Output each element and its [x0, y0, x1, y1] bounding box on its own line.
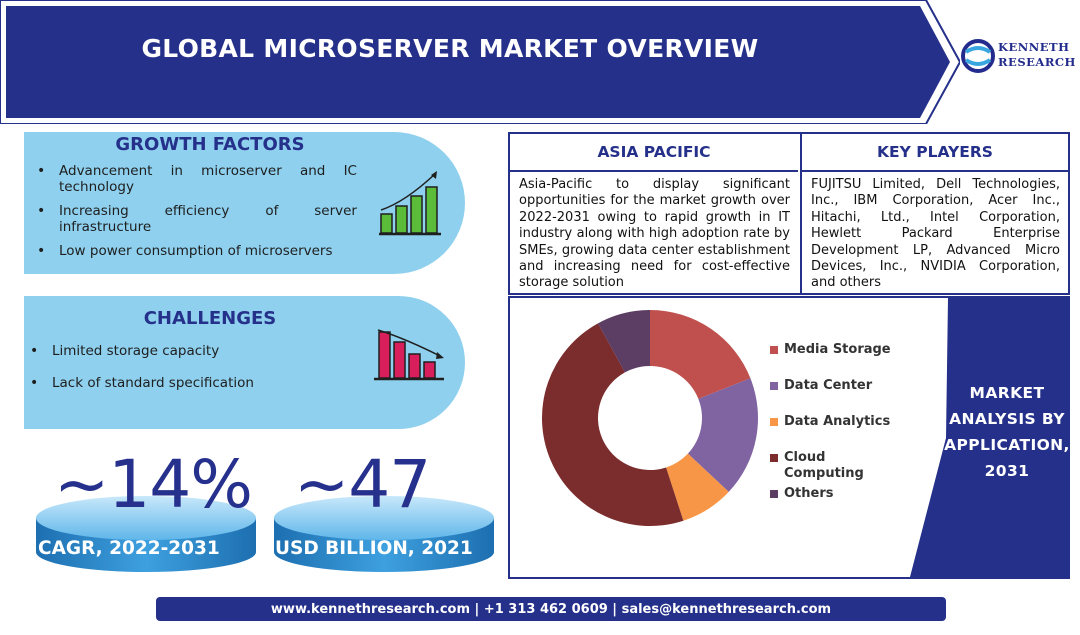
cagr-stat: ~14% CAGR, 2022-2031	[34, 446, 258, 578]
asia-pacific-text: Asia-Pacific to display significant oppo…	[519, 177, 790, 291]
legend-swatch	[770, 346, 778, 354]
key-players-heading: KEY PLAYERS	[802, 134, 1068, 172]
market-size-stat: ~47 USD BILLION, 2021	[272, 446, 496, 578]
page-title: GLOBAL MICROSERVER MARKET OVERVIEW	[141, 34, 759, 63]
donut-slice-cloud-computing	[542, 323, 684, 526]
legend-label: Others	[784, 486, 834, 501]
growth-factors-heading: GROWTH FACTORS	[115, 134, 305, 155]
legend-swatch	[770, 490, 778, 498]
donut-slice-data-center	[687, 378, 758, 492]
regional-info-table: ASIA PACIFIC Asia-Pacific to display sig…	[508, 132, 1070, 295]
legend-item-cloud-computing: Cloud Computing	[770, 450, 864, 482]
key-players-column: KEY PLAYERS FUJITSU Limited, Dell Techno…	[800, 134, 1068, 293]
logo-line-2: RESEARCH	[998, 55, 1076, 69]
growth-factors-panel: GROWTH FACTORS Advancement in microserve…	[24, 132, 465, 274]
challenges-list: Limited storage capacity Lack of standar…	[30, 343, 330, 407]
market-size-caption: USD BILLION, 2021	[275, 538, 473, 559]
legend-item-media-storage: Media Storage	[770, 342, 920, 358]
market-size-value: ~47	[294, 446, 431, 523]
donut-slice-data-analytics	[666, 453, 729, 521]
key-players-text: FUJITSU Limited, Dell Technologies, Inc.…	[811, 177, 1060, 291]
legend-label: Cloud Computing	[784, 450, 864, 481]
chart-legend: Media Storage Data Center Data Analytics…	[770, 342, 920, 502]
logo-mark-icon	[961, 39, 995, 73]
list-item: Lack of standard specification	[30, 375, 330, 391]
title-banner: GLOBAL MICROSERVER MARKET OVERVIEW	[0, 0, 960, 124]
legend-label: Data Analytics	[784, 414, 891, 429]
logo-line-1: KENNETH	[998, 40, 1070, 54]
application-donut-chart	[542, 310, 758, 526]
contact-info: www.kennethresearch.com | +1 313 462 060…	[270, 601, 832, 617]
cagr-value: ~14%	[54, 446, 253, 523]
list-item: Low power consumption of microservers	[37, 243, 357, 259]
legend-swatch	[770, 454, 778, 462]
challenges-panel: CHALLENGES Limited storage capacity Lack…	[24, 296, 465, 429]
donut-slice-media-storage	[650, 310, 751, 399]
kenneth-research-logo: KENNETH RESEARCH	[960, 38, 1080, 78]
cagr-caption: CAGR, 2022-2031	[38, 538, 220, 559]
contact-footer: www.kennethresearch.com | +1 313 462 060…	[156, 597, 946, 621]
legend-label: Data Center	[784, 378, 873, 393]
application-chart-box: Media Storage Data Center Data Analytics…	[508, 296, 1070, 579]
falling-bar-chart-icon	[374, 329, 444, 381]
asia-pacific-column: ASIA PACIFIC Asia-Pacific to display sig…	[510, 134, 798, 293]
list-item: Increasing efficiency of server infrastr…	[37, 203, 357, 235]
legend-item-data-center: Data Center	[770, 378, 920, 394]
asia-pacific-heading: ASIA PACIFIC	[510, 134, 798, 172]
logo-text: KENNETH RESEARCH	[998, 40, 1076, 70]
legend-swatch	[770, 382, 778, 390]
legend-swatch	[770, 418, 778, 426]
rising-bar-chart-icon	[379, 171, 441, 236]
donut-slice-others	[597, 310, 650, 373]
growth-factors-list: Advancement in microserver and IC techno…	[37, 163, 357, 267]
legend-label: Media Storage	[784, 342, 891, 357]
challenges-heading: CHALLENGES	[143, 308, 277, 329]
chart-side-label: MARKET ANALYSIS BY APPLICATION, 2031	[944, 384, 1070, 480]
list-item: Limited storage capacity	[30, 343, 330, 359]
legend-item-others: Others	[770, 486, 920, 502]
list-item: Advancement in microserver and IC techno…	[37, 163, 357, 195]
legend-item-data-analytics: Data Analytics	[770, 414, 920, 430]
